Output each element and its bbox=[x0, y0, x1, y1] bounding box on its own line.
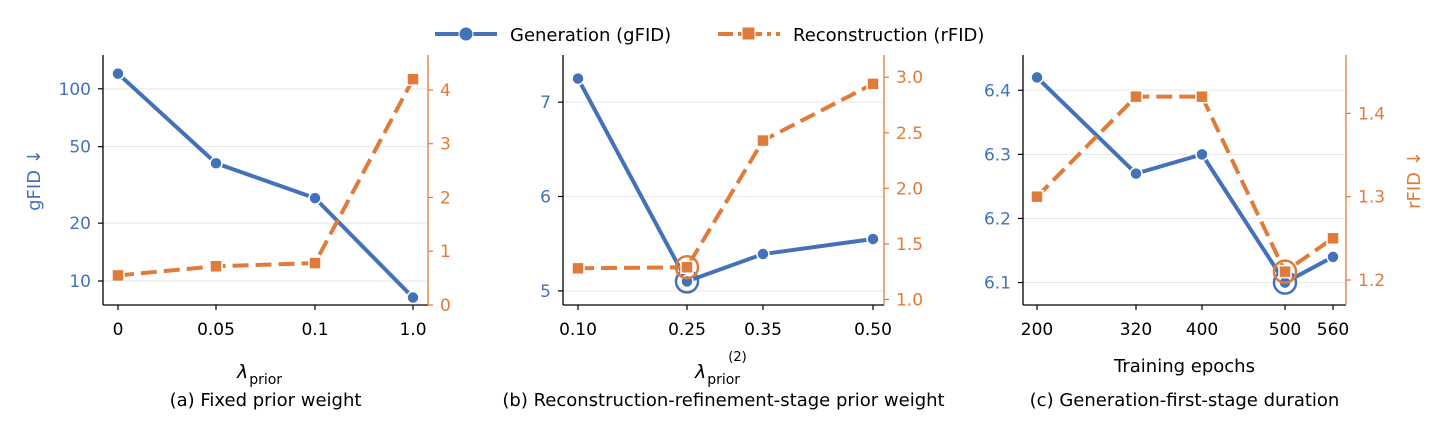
x-tick-label: 0.05 bbox=[197, 320, 235, 340]
point-rfid bbox=[209, 259, 223, 274]
point-rfid bbox=[866, 77, 880, 91]
x-axis-label-superscript: (2) bbox=[728, 350, 746, 365]
right-tick-label: 1.4 bbox=[1358, 104, 1385, 124]
highlight-ring-rfid bbox=[674, 254, 700, 280]
x-tick-label: 320 bbox=[1120, 320, 1152, 340]
series-line-gfid bbox=[116, 72, 415, 299]
panel-caption: (c) Generation-first-stage duration bbox=[1030, 390, 1340, 411]
x-axis-label: λprior bbox=[236, 361, 282, 388]
right-tick-label: 1.5 bbox=[896, 235, 923, 255]
x-tick-label: 1.0 bbox=[399, 320, 426, 340]
series-line-gfid bbox=[576, 77, 874, 284]
left-tick-label: 50 bbox=[69, 138, 91, 158]
right-tick-label: 1.0 bbox=[896, 290, 923, 310]
left-tick-label: 6 bbox=[540, 188, 551, 208]
series-line-rfid bbox=[117, 78, 415, 278]
right-tick-label: 2.5 bbox=[896, 124, 923, 144]
point-rfid bbox=[1278, 264, 1292, 279]
point-rfid bbox=[111, 268, 125, 283]
panel-caption: (a) Fixed prior weight bbox=[170, 390, 362, 411]
x-axis-label: Training epochs bbox=[1113, 356, 1255, 377]
right-tick-label: 1.2 bbox=[1358, 271, 1385, 291]
point-rfid bbox=[680, 260, 694, 274]
right-tick-label: 1 bbox=[440, 242, 451, 262]
left-tick-label: 6.1 bbox=[984, 274, 1011, 294]
point-gfid bbox=[308, 191, 322, 205]
point-rfid bbox=[571, 261, 585, 276]
x-tick-label: 0.35 bbox=[744, 320, 782, 340]
right-tick-label: 3.0 bbox=[896, 68, 923, 88]
left-tick-label: 10 bbox=[69, 272, 91, 292]
highlight-ring-rfid bbox=[1272, 259, 1298, 284]
legend-label-generation: Generation (gFID) bbox=[510, 25, 671, 46]
right-tick-label: 2.0 bbox=[896, 179, 923, 199]
x-tick-label: 0 bbox=[113, 320, 124, 340]
x-axis-label: λprior bbox=[694, 361, 740, 388]
panel-3: 6.1 6.2 6.3 6.4 1.2 1.3 1.4 200 320 400 500 560 Trai… bbox=[984, 55, 1425, 411]
point-rfid bbox=[1195, 89, 1209, 104]
point-gfid bbox=[1326, 250, 1340, 264]
point-gfid bbox=[1195, 147, 1209, 162]
left-tick-label: 20 bbox=[69, 214, 91, 234]
y-axis-label-right: rFID ↓ bbox=[1404, 151, 1425, 209]
point-rfid bbox=[406, 72, 420, 86]
point-gfid bbox=[756, 247, 770, 261]
right-tick-label: 0 bbox=[440, 296, 451, 316]
x-tick-label: 0.1 bbox=[301, 320, 328, 340]
point-gfid bbox=[406, 290, 420, 305]
right-tick-label: 4 bbox=[440, 81, 451, 101]
panel-1: 10 20 50 100 0 1 2 3 4 0 0.05 0.1 1.0 λprior(a) Fixed… bbox=[24, 55, 451, 411]
point-gfid bbox=[866, 232, 880, 246]
x-tick-label: 400 bbox=[1186, 320, 1218, 340]
left-tick-label: 5 bbox=[540, 282, 551, 302]
point-rfid bbox=[308, 256, 322, 270]
right-tick-label: 1.3 bbox=[1358, 188, 1385, 208]
point-gfid bbox=[209, 156, 223, 170]
left-tick-label: 6.2 bbox=[984, 209, 1011, 229]
left-tick-label: 6.3 bbox=[984, 145, 1011, 165]
point-rfid bbox=[1129, 89, 1143, 104]
legend-entry-generation: Generation (gFID) bbox=[435, 25, 671, 46]
point-gfid bbox=[571, 71, 585, 86]
point-gfid bbox=[1030, 70, 1044, 85]
x-tick-label: 500 bbox=[1269, 320, 1301, 340]
right-tick-label: 3 bbox=[440, 135, 451, 155]
point-rfid bbox=[1030, 189, 1044, 204]
y-axis-label-left: gFID ↓ bbox=[24, 149, 45, 211]
legend-entry-reconstruction: Reconstruction (rFID) bbox=[718, 25, 984, 46]
left-tick-label: 6.4 bbox=[984, 81, 1011, 101]
x-tick-label: 200 bbox=[1021, 320, 1053, 340]
x-tick-label: 0.25 bbox=[668, 320, 706, 340]
point-rfid bbox=[1326, 231, 1340, 246]
right-tick-label: 2 bbox=[440, 188, 451, 208]
x-tick-label: 0.50 bbox=[854, 320, 892, 340]
legend: Generation (gFID) Reconstruction (rFID) bbox=[435, 25, 984, 46]
left-tick-label: 7 bbox=[540, 93, 551, 113]
x-tick-label: 0.10 bbox=[559, 320, 597, 340]
series-line-rfid bbox=[1035, 94, 1335, 274]
x-tick-label: 560 bbox=[1317, 320, 1349, 340]
point-gfid bbox=[1129, 166, 1143, 181]
series-line-rfid bbox=[577, 82, 874, 271]
panel-2: 5 6 7 1.0 1.5 2.0 2.5 3.0 0.10 0.25 0.35 0.50 λprior… bbox=[502, 55, 945, 411]
point-rfid bbox=[756, 133, 770, 148]
left-tick-label: 100 bbox=[59, 80, 91, 100]
point-gfid bbox=[111, 66, 125, 81]
series-line-gfid bbox=[1035, 76, 1334, 285]
panel-caption: (b) Reconstruction-refinement-stage prio… bbox=[502, 390, 944, 411]
legend-label-reconstruction: Reconstruction (rFID) bbox=[793, 25, 984, 46]
